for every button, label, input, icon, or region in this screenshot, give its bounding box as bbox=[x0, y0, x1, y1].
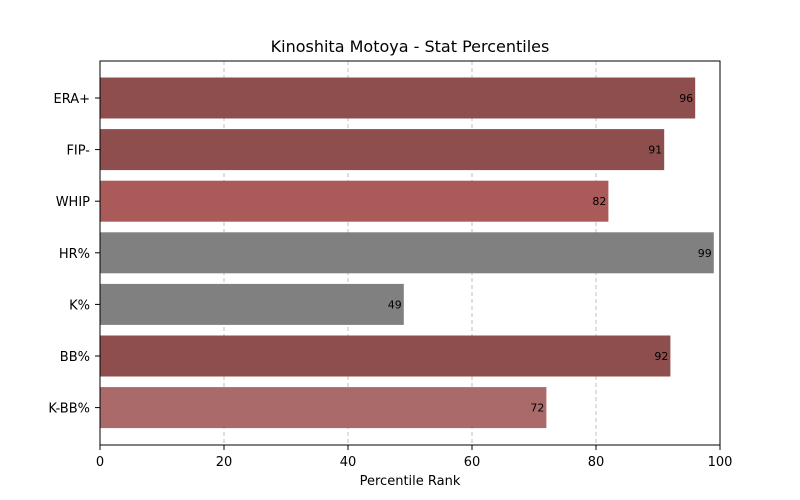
bar-value-labels: 96 91 82 99 49 92 72 bbox=[388, 92, 712, 415]
bar-value-label: 92 bbox=[654, 350, 668, 363]
bar bbox=[100, 335, 671, 377]
x-tick-label: 0 bbox=[96, 455, 104, 470]
x-tick-label: 80 bbox=[588, 455, 605, 470]
bar bbox=[100, 387, 547, 429]
x-axis-label: Percentile Rank bbox=[360, 474, 461, 489]
bar-value-label: 49 bbox=[388, 298, 402, 311]
x-axis-ticks: 0 20 40 60 80 100 bbox=[96, 445, 733, 470]
y-tick-label: WHIP bbox=[56, 195, 90, 210]
x-tick-label: 20 bbox=[216, 455, 233, 470]
bar-value-label: 91 bbox=[648, 144, 662, 157]
y-tick-label: BB% bbox=[60, 350, 90, 365]
bar bbox=[100, 129, 665, 171]
bar bbox=[100, 180, 609, 222]
x-tick-label: 100 bbox=[708, 455, 733, 470]
y-tick-label: ERA+ bbox=[53, 92, 90, 107]
y-tick-label: K% bbox=[69, 298, 90, 313]
bar-value-label: 72 bbox=[530, 402, 544, 415]
bar-value-label: 99 bbox=[698, 247, 712, 260]
chart-title: Kinoshita Motoya - Stat Percentiles bbox=[271, 37, 550, 56]
bar-value-label: 82 bbox=[592, 195, 606, 208]
bar-value-label: 96 bbox=[679, 92, 693, 105]
bars bbox=[100, 77, 714, 429]
x-tick-label: 60 bbox=[464, 455, 481, 470]
y-tick-label: FIP- bbox=[66, 144, 90, 159]
x-tick-label: 40 bbox=[340, 455, 357, 470]
bar bbox=[100, 77, 696, 119]
bar bbox=[100, 283, 404, 325]
bar bbox=[100, 232, 714, 274]
y-axis-ticks: ERA+ FIP- WHIP HR% K% BB% K-BB% bbox=[48, 92, 100, 417]
y-tick-label: K-BB% bbox=[48, 402, 90, 417]
y-tick-label: HR% bbox=[59, 247, 90, 262]
